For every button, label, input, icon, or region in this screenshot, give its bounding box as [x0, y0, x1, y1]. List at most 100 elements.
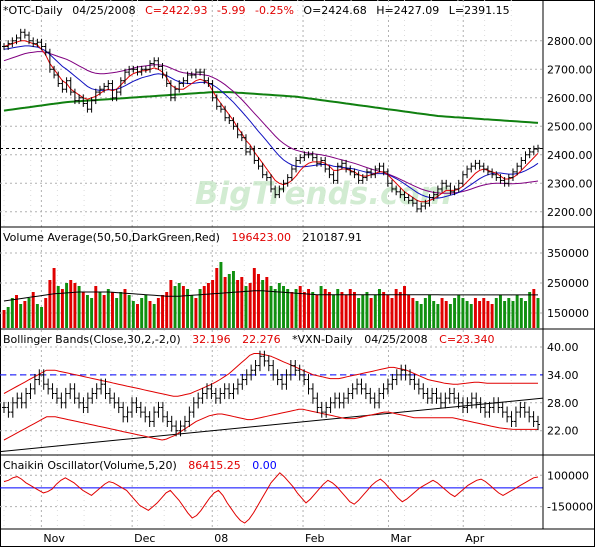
chaikin-line: [3, 472, 539, 524]
grid-lines: [0, 0, 543, 529]
bollinger-axis-label: 34.00: [547, 369, 579, 382]
price-axis-label: 2400.00: [547, 149, 593, 162]
volume-axis-label: 150000: [547, 307, 589, 320]
chaikin-axis-label: 100000: [547, 469, 589, 482]
volume-bar: [115, 298, 119, 328]
volume-axis-label: 250000: [547, 277, 589, 290]
volume-bar: [81, 292, 85, 328]
volume-bar: [465, 301, 469, 328]
price-panel: [0, 28, 543, 213]
volume-bar: [98, 292, 102, 328]
volume-bar: [90, 298, 94, 328]
bollinger-axis-label: 40.00: [547, 341, 579, 354]
volume-bar: [298, 286, 302, 328]
volume-bar: [340, 292, 344, 328]
volume-bar: [161, 295, 165, 328]
volume-bar: [357, 298, 361, 328]
volume-bar: [315, 295, 319, 328]
volume-bar: [236, 280, 240, 328]
volume-bar: [257, 274, 260, 328]
volume-bar: [282, 286, 285, 328]
volume-bar: [252, 268, 256, 328]
volume-bar: [181, 286, 185, 328]
volume-bar: [211, 280, 215, 328]
volume-value-2: 210187.91: [302, 231, 362, 244]
volume-bar: [152, 304, 156, 328]
volume-bar: [503, 301, 507, 328]
volume-bar: [190, 295, 194, 328]
volume-bar: [453, 298, 457, 328]
volume-bar: [173, 286, 177, 328]
volume-bar: [186, 289, 190, 328]
volume-bar: [407, 295, 411, 328]
price-axis-label: 2700.00: [547, 63, 593, 76]
price-axis-label: 2500.00: [547, 120, 593, 133]
volume-bar: [2, 310, 6, 328]
volume-bar: [311, 292, 315, 328]
volume-bar: [202, 286, 206, 328]
volume-bar: [515, 295, 519, 328]
volume-bar: [110, 292, 114, 328]
chaikin-value-2: 0.00: [252, 459, 277, 472]
volume-bar: [469, 304, 473, 328]
volume-bar: [240, 277, 244, 328]
price-axis-label: 2200.00: [547, 206, 593, 219]
volume-bar: [307, 289, 311, 328]
y-axis-labels: 2800.00 2700.00 2600.00 2500.00 2400.00 2300.…: [547, 35, 593, 514]
volume-bar: [386, 295, 390, 328]
bollinger-lower-band: [3, 408, 538, 441]
chaikin-value-1: 86415.25: [188, 459, 241, 472]
volume-bar: [261, 280, 265, 328]
chaikin-label: Chaikin Oscillator(Volume,5,20): [3, 459, 177, 472]
watermark-layer: BigTrends.com: [195, 176, 452, 212]
date: 04/25/2008: [72, 4, 135, 17]
x-axis-label: Dec: [134, 532, 155, 545]
x-axis-label: 08: [214, 532, 228, 545]
volume-bar: [273, 289, 277, 328]
volume-bar: [69, 280, 73, 328]
volume-bar: [519, 298, 523, 328]
volume-bar: [65, 283, 69, 328]
volume-bar: [352, 292, 356, 328]
high-value: H=2427.09: [376, 4, 439, 17]
volume-bar: [390, 298, 394, 328]
close-value: C=2422.93: [145, 4, 207, 17]
volume-bar: [106, 289, 110, 328]
watermark-text: BigTrends.com: [195, 176, 452, 212]
price-axis-label: 2600.00: [547, 92, 593, 105]
volume-bar: [440, 298, 444, 328]
volume-bar: [532, 289, 536, 328]
ma-purple-line: [3, 51, 539, 194]
volume-bar: [56, 286, 60, 328]
volume-bar: [415, 301, 419, 328]
chaikin-axis-label: -150000: [547, 501, 593, 514]
x-axis-label: Feb: [305, 532, 324, 545]
volume-bar: [348, 289, 352, 328]
volume-bar: [498, 295, 502, 328]
volume-bar: [403, 286, 406, 328]
volume-bar: [248, 283, 252, 328]
volume-bar: [486, 301, 490, 328]
volume-bar: [52, 268, 56, 328]
volume-bar: [60, 289, 64, 328]
bollinger-axis-label: 28.00: [547, 397, 579, 410]
price-header: *OTC-Daily 04/25/2008 C=2422.93 -5.99 -0…: [3, 4, 510, 17]
volume-bar: [127, 295, 131, 328]
volume-bar: [432, 301, 436, 328]
bollinger-upper: 32.196: [192, 333, 231, 346]
volume-bar: [44, 298, 48, 328]
x-axis-label: Nov: [43, 532, 65, 545]
volume-bar: [344, 295, 348, 328]
volume-bar: [77, 286, 81, 328]
volume-bar: [6, 307, 10, 328]
vxn-date: 04/25/2008: [364, 333, 427, 346]
volume-label: Volume Average(50,50,DarkGreen,Red): [3, 231, 220, 244]
volume-average-line: [3, 290, 538, 302]
volume-bar: [119, 292, 123, 328]
bollinger-axis-label: 22.00: [547, 425, 579, 438]
x-axis-label: Mar: [390, 532, 411, 545]
ma-blue-line: [3, 45, 539, 199]
volume-bar: [198, 289, 202, 328]
volume-bar: [123, 289, 127, 328]
